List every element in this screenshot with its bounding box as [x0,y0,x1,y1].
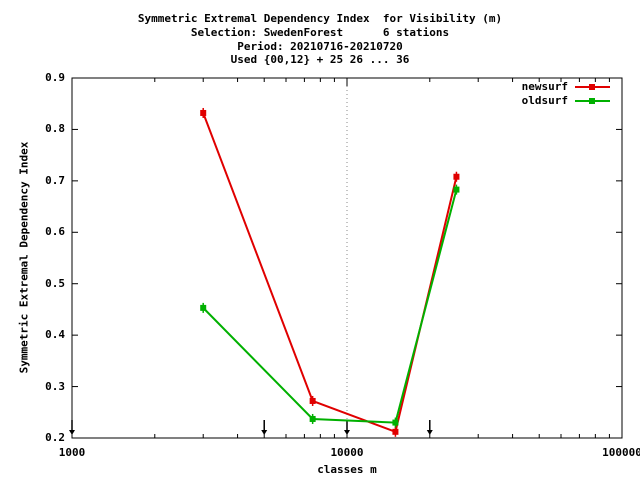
legend-marker-oldsurf [589,98,595,104]
threshold-marker-head [261,430,268,435]
x-tick-label: 1000 [58,446,86,459]
title-line-3: Period: 20210716-20210720 [237,40,403,53]
series-line-newsurf [202,112,458,434]
data-point-newsurf [200,109,207,116]
threshold-marker-head [344,430,350,435]
series-line-oldsurf [202,189,458,424]
y-tick-label: 0.3 [45,379,65,393]
y-axis-label: Symmetric Extremal Dependency Index [17,141,31,374]
data-point-oldsurf [453,186,460,193]
y-tick-label: 0.8 [45,122,65,136]
y-tick-label: 0.7 [45,173,65,187]
legend-marker-newsurf [589,84,595,90]
y-tick-label: 0.5 [45,276,65,290]
data-point-newsurf [309,397,316,404]
y-tick-label: 0.9 [45,71,65,84]
y-tick-label: 0.4 [45,328,65,342]
threshold-marker-head [426,430,433,435]
y-tick-label: 0.6 [45,225,65,239]
data-point-newsurf [392,428,399,435]
title-line-4: Used {00,12} + 25 26 ... 36 [230,53,410,66]
x-tick-label: 10000 [330,446,364,459]
data-point-newsurf [453,173,460,180]
legend-label-newsurf: newsurf [521,80,568,93]
data-point-oldsurf [200,304,207,311]
x-tick-label: 100000 [602,446,640,459]
data-point-oldsurf [309,415,316,422]
threshold-marker-head [69,430,75,435]
x-axis-label: classes m [317,463,377,476]
legend-label-oldsurf: oldsurf [521,94,568,107]
title-line-1: Symmetric Extremal Dependency Index for … [137,12,503,25]
title-line-2: Selection: SwedenForest 6 stations [190,26,450,39]
y-tick-label: 0.2 [45,431,65,444]
data-point-oldsurf [392,419,399,426]
